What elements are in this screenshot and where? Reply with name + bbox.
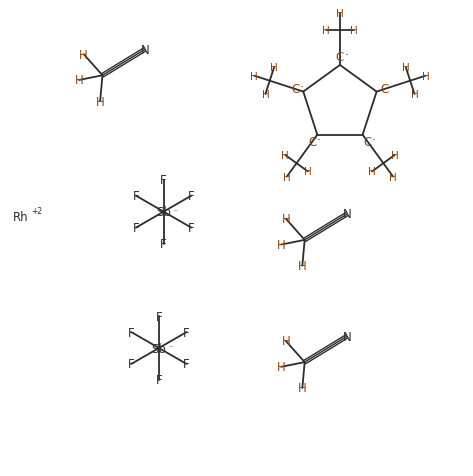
Text: C: C: [291, 83, 299, 96]
Text: H: H: [262, 90, 269, 100]
Text: H: H: [304, 167, 312, 177]
Text: C: C: [336, 51, 344, 64]
Text: N: N: [342, 208, 351, 221]
Text: H: H: [75, 74, 83, 87]
Text: H: H: [350, 26, 358, 36]
Text: N: N: [140, 44, 149, 57]
Text: H: H: [277, 238, 286, 251]
Text: F: F: [132, 222, 139, 235]
Text: F: F: [160, 238, 167, 250]
Text: F: F: [184, 358, 190, 371]
Text: H: H: [391, 151, 399, 161]
Text: H: H: [283, 172, 291, 182]
Text: F: F: [188, 190, 194, 203]
Text: H: H: [402, 63, 410, 73]
Text: H: H: [298, 260, 307, 273]
Text: H: H: [96, 95, 105, 109]
Text: ·: ·: [317, 133, 321, 146]
Text: C: C: [363, 136, 372, 149]
Text: ⁻: ⁻: [168, 343, 173, 352]
Text: Rh: Rh: [13, 210, 29, 223]
Text: F: F: [160, 174, 167, 187]
Text: H: H: [368, 167, 376, 177]
Text: H: H: [250, 71, 258, 81]
Text: F: F: [184, 326, 190, 339]
Text: H: H: [298, 382, 307, 395]
Text: F: F: [188, 222, 194, 235]
Text: Sb: Sb: [151, 342, 166, 355]
Text: ·: ·: [344, 49, 349, 61]
Text: F: F: [156, 310, 162, 323]
Text: ·: ·: [372, 133, 376, 146]
Text: H: H: [322, 26, 330, 36]
Text: C: C: [381, 83, 389, 96]
Text: H: H: [281, 335, 290, 348]
Text: H: H: [79, 49, 88, 61]
Text: F: F: [132, 190, 139, 203]
Text: F: F: [128, 358, 134, 371]
Text: C: C: [308, 136, 316, 149]
Text: F: F: [128, 326, 134, 339]
Text: H: H: [281, 213, 290, 226]
Text: H: H: [281, 151, 289, 161]
Text: H: H: [277, 360, 286, 374]
Text: ·: ·: [300, 81, 304, 94]
Text: Sb: Sb: [156, 206, 171, 218]
Text: H: H: [336, 9, 344, 19]
Text: H: H: [422, 71, 429, 81]
Text: H: H: [389, 172, 397, 182]
Text: H: H: [270, 63, 278, 73]
Text: H: H: [411, 90, 418, 100]
Text: F: F: [156, 374, 162, 387]
Text: N: N: [342, 330, 351, 343]
Text: +2: +2: [31, 207, 42, 216]
Text: ·: ·: [389, 81, 394, 94]
Text: ⁻: ⁻: [173, 207, 177, 216]
